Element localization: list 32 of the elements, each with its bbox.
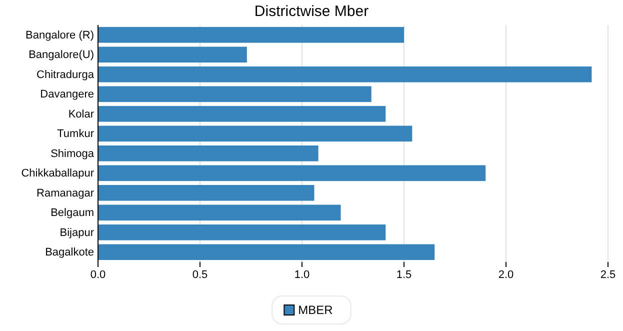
y-tick-label: Tumkur [57,128,94,140]
y-tick-label: Chikkaballapur [21,168,94,180]
y-tick-label: Bagalkote [45,246,94,259]
y-tick-label: Davangere [40,88,94,101]
bar [98,46,247,63]
y-tick-label: Bangalore(U) [28,49,94,62]
legend-label: MBER [298,303,334,317]
bar [98,66,592,82]
x-tick-label: 0.0 [90,268,106,281]
bar [98,165,486,182]
bar [98,204,341,221]
y-tick-label: Ramanagar [36,187,94,200]
bar [98,126,412,142]
bar [98,145,318,162]
x-tick-label: 0.5 [192,268,208,281]
y-tick-label: Chitradurga [36,68,95,81]
bar [98,106,386,122]
x-tick-label: 1.0 [294,268,310,281]
bar [98,26,404,43]
y-tick-label: Bijapur [60,226,94,239]
y-tick-label: Bangalore (R) [26,29,94,42]
bar [98,86,372,102]
bar [98,244,435,260]
bar [98,224,386,240]
x-tick-label: 2.5 [600,268,616,281]
x-tick-label: 2.0 [498,268,514,281]
chart-title: Districtwise Mber [254,3,369,20]
y-tick-label: Kolar [68,108,94,120]
y-tick-label: Belgaum [50,207,94,220]
y-tick-label: Shimoga [50,148,95,160]
x-tick-label: 1.5 [396,268,412,281]
bar [98,184,314,201]
